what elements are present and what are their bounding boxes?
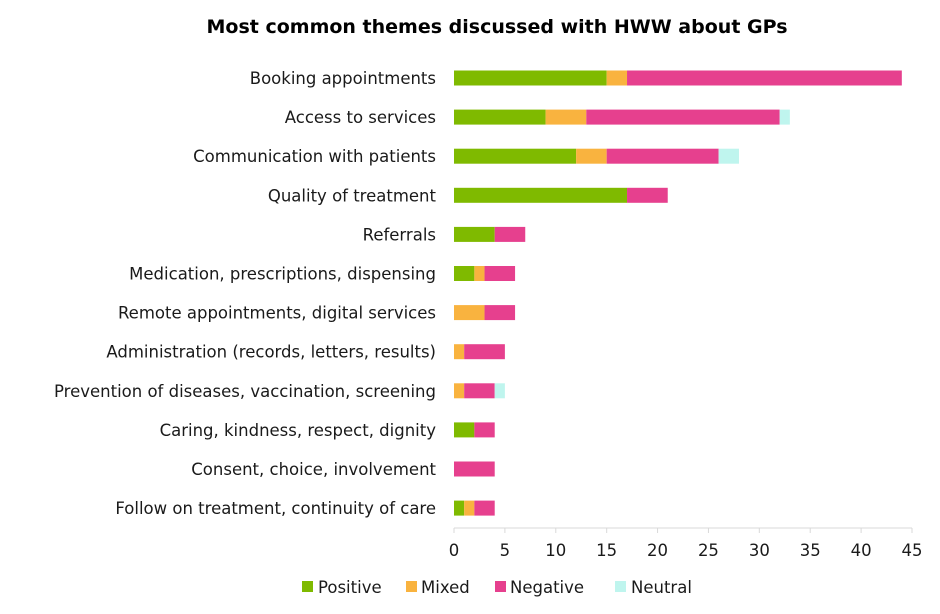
bar-segment-positive xyxy=(454,422,475,438)
bar-segment-mixed xyxy=(576,148,607,164)
bar-segment-positive xyxy=(454,500,465,516)
bar-segment-mixed xyxy=(454,344,465,360)
x-tick-label: 35 xyxy=(800,541,821,560)
x-tick-label: 15 xyxy=(596,541,617,560)
category-label: Consent, choice, involvement xyxy=(191,460,436,479)
legend-label-neutral: Neutral xyxy=(631,578,692,597)
category-label: Booking appointments xyxy=(250,69,436,88)
bar-segment-negative xyxy=(627,70,902,86)
bar-segment-positive xyxy=(454,109,546,125)
bar-segment-negative xyxy=(454,461,495,477)
x-tick-label: 40 xyxy=(851,541,872,560)
bars-layer xyxy=(454,70,902,516)
legend-label-negative: Negative xyxy=(510,578,584,597)
bar-segment-mixed xyxy=(545,109,587,125)
legend-label-mixed: Mixed xyxy=(421,578,470,597)
legend-swatch-negative xyxy=(495,581,506,592)
bar-segment-positive xyxy=(454,70,607,86)
x-tick-label: 45 xyxy=(902,541,923,560)
bar-segment-negative xyxy=(484,266,516,281)
bar-segment-negative xyxy=(464,344,505,360)
bar-segment-mixed xyxy=(454,383,465,399)
x-axis: 0 5 10 15 20 25 30 35 40 45 xyxy=(449,527,923,560)
bar-segment-neutral xyxy=(494,383,505,399)
category-label: Access to services xyxy=(285,108,436,127)
bar-segment-positive xyxy=(454,266,475,281)
bar-segment-mixed xyxy=(454,305,485,321)
x-tick-label: 20 xyxy=(647,541,668,560)
x-tick-label: 10 xyxy=(545,541,566,560)
category-label: Follow on treatment, continuity of care xyxy=(115,499,436,518)
x-tick-label: 25 xyxy=(698,541,719,560)
bar-segment-positive xyxy=(454,187,628,203)
chart-title: Most common themes discussed with HWW ab… xyxy=(206,16,787,38)
category-label: Administration (records, letters, result… xyxy=(106,343,436,362)
bar-segment-negative xyxy=(474,500,495,516)
bar-segment-negative xyxy=(494,226,526,242)
x-tick-label: 5 xyxy=(500,541,511,560)
bar-segment-positive xyxy=(454,226,495,242)
bar-segment-positive xyxy=(454,148,577,164)
category-label: Remote appointments, digital services xyxy=(118,304,436,323)
category-label: Caring, kindness, respect, dignity xyxy=(160,421,437,440)
bar-segment-neutral xyxy=(779,109,790,125)
legend-swatch-neutral xyxy=(615,581,626,592)
bar-segment-mixed xyxy=(464,500,475,516)
category-label: Medication, prescriptions, dispensing xyxy=(129,265,436,284)
bar-segment-neutral xyxy=(718,148,739,164)
category-label: Referrals xyxy=(363,225,436,244)
bar-segment-negative xyxy=(586,109,780,125)
bar-segment-mixed xyxy=(474,266,485,281)
x-tick-label: 0 xyxy=(449,541,460,560)
category-label: Prevention of diseases, vaccination, scr… xyxy=(54,382,436,401)
bar-segment-negative xyxy=(474,422,495,438)
bar-segment-negative xyxy=(464,383,495,399)
legend-swatch-mixed xyxy=(406,581,417,592)
bar-segment-negative xyxy=(484,305,516,321)
legend-swatch-positive xyxy=(302,581,313,592)
category-labels: Booking appointments Access to services Co… xyxy=(54,69,437,518)
x-tick-label: 30 xyxy=(749,541,770,560)
bar-segment-mixed xyxy=(606,70,628,86)
category-label: Quality of treatment xyxy=(268,186,437,205)
legend: Positive Mixed Negative Neutral xyxy=(302,578,692,597)
bar-segment-negative xyxy=(627,187,668,203)
bar-segment-negative xyxy=(606,148,719,164)
legend-label-positive: Positive xyxy=(318,578,382,597)
category-label: Communication with patients xyxy=(193,147,436,166)
